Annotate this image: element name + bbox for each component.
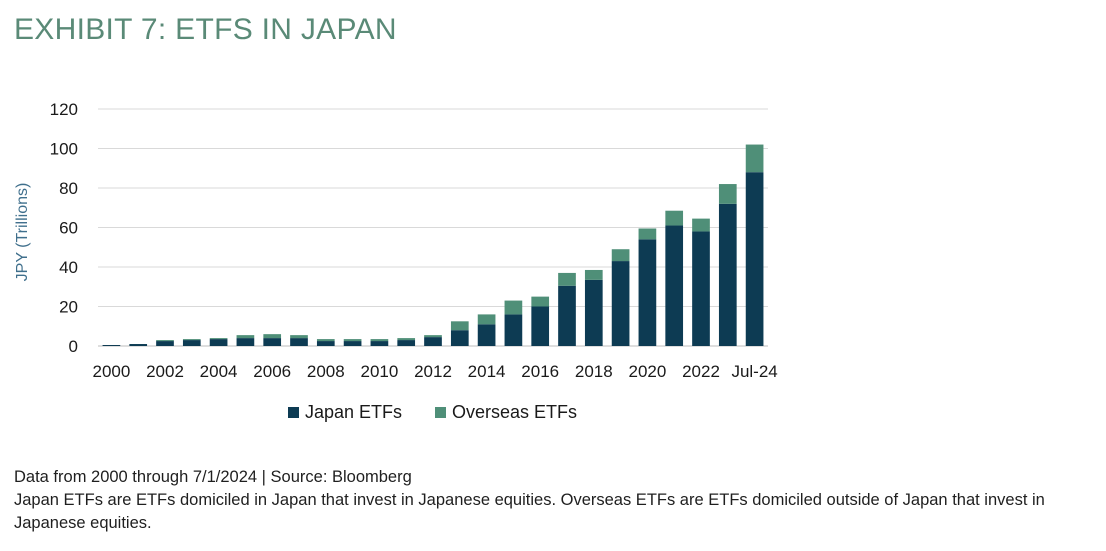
bar-japan-2023 <box>718 203 737 346</box>
bar-overseas-2015 <box>504 300 523 315</box>
bar-overseas-2008 <box>316 339 335 342</box>
bar-overseas-2018 <box>584 269 603 280</box>
bar-japan-2018 <box>584 279 603 346</box>
bar-japan-2014 <box>477 324 496 346</box>
gridlines <box>98 108 768 347</box>
bar-japan-2011 <box>397 340 416 346</box>
legend-swatch-japan <box>288 407 299 418</box>
bar-japan-2010 <box>370 341 389 346</box>
bar-japan-Jul-24 <box>745 172 764 346</box>
y-axis-label: JPY (Trillions) <box>14 183 31 282</box>
bar-overseas-2010 <box>370 339 389 342</box>
x-tick-label: Jul-24 <box>731 362 777 381</box>
x-tick-label: 2016 <box>521 362 559 381</box>
bar-japan-2013 <box>450 330 469 346</box>
x-tick-label: 2000 <box>92 362 130 381</box>
bar-japan-2000 <box>102 345 121 346</box>
x-tick-label: 2010 <box>360 362 398 381</box>
footnote: Data from 2000 through 7/1/2024 | Source… <box>14 466 1099 535</box>
legend-label-japan: Japan ETFs <box>305 402 402 422</box>
bar-overseas-2019 <box>611 249 630 262</box>
bars <box>102 144 764 346</box>
bar-overseas-2022 <box>692 218 710 232</box>
legend: Japan ETFs Overseas ETFs <box>288 402 577 422</box>
bar-japan-2017 <box>558 285 576 346</box>
x-tick-label: 2018 <box>575 362 613 381</box>
bar-overseas-2017 <box>558 272 576 286</box>
x-tick-label: 2002 <box>146 362 184 381</box>
y-tick-label: 120 <box>50 100 78 119</box>
y-tick-label: 60 <box>59 219 78 238</box>
bar-overseas-2023 <box>718 184 737 204</box>
bar-overseas-2009 <box>343 339 362 342</box>
x-tick-label: 2020 <box>628 362 666 381</box>
bar-overseas-2004 <box>209 338 228 340</box>
bar-overseas-2003 <box>182 339 201 341</box>
bar-japan-2004 <box>209 339 228 346</box>
bar-japan-2001 <box>129 344 148 346</box>
y-tick-label: 0 <box>69 337 78 356</box>
legend-label-overseas: Overseas ETFs <box>452 402 577 422</box>
y-tick-label: 20 <box>59 298 78 317</box>
x-tick-label: 2004 <box>200 362 238 381</box>
bar-overseas-2002 <box>156 340 174 342</box>
bar-overseas-2007 <box>290 335 308 339</box>
x-tick-label: 2014 <box>468 362 506 381</box>
bar-overseas-Jul-24 <box>745 144 764 173</box>
bar-overseas-2011 <box>397 338 416 341</box>
definition-note: Japan ETFs are ETFs domiciled in Japan t… <box>14 491 1045 532</box>
bar-japan-2007 <box>290 338 308 346</box>
bar-overseas-2012 <box>424 335 442 338</box>
bar-japan-2019 <box>611 261 630 346</box>
bar-japan-2012 <box>424 337 442 346</box>
x-tick-label: 2012 <box>414 362 452 381</box>
bar-japan-2006 <box>263 338 282 346</box>
y-tick-label: 40 <box>59 258 78 277</box>
bar-overseas-2016 <box>531 296 550 307</box>
bar-overseas-2006 <box>263 334 282 339</box>
bar-japan-2008 <box>316 341 335 346</box>
legend-swatch-overseas <box>435 407 446 418</box>
bar-overseas-2005 <box>236 335 255 339</box>
bar-overseas-2014 <box>477 314 496 325</box>
bar-overseas-2021 <box>665 210 684 226</box>
y-tick-label: 80 <box>59 179 78 198</box>
y-axis-ticks: 0 20 40 60 80 100 120 <box>50 100 78 356</box>
x-tick-label: 2008 <box>307 362 345 381</box>
bar-japan-2009 <box>343 341 362 346</box>
bar-japan-2016 <box>531 306 550 346</box>
bar-japan-2020 <box>638 239 657 346</box>
source-note: Data from 2000 through 7/1/2024 | Source… <box>14 468 412 486</box>
bar-japan-2021 <box>665 225 684 346</box>
x-tick-label: 2022 <box>682 362 720 381</box>
x-axis-ticks: 2000 2002 2004 2006 2008 2010 2012 2014 2016 2018… <box>92 362 777 381</box>
stacked-bar-chart: 0 20 40 60 80 100 120 2000 2002 2004 2006 2008 2010… <box>14 100 778 422</box>
bar-overseas-2013 <box>450 321 469 331</box>
bar-japan-2005 <box>236 338 255 346</box>
bar-japan-2015 <box>504 314 523 346</box>
bar-overseas-2020 <box>638 228 657 240</box>
bar-japan-2022 <box>692 231 710 346</box>
x-tick-label: 2006 <box>253 362 291 381</box>
bar-japan-2002 <box>156 341 174 346</box>
bar-japan-2003 <box>182 340 201 346</box>
page-title: EXHIBIT 7: ETFS IN JAPAN <box>14 13 397 46</box>
y-tick-label: 100 <box>50 140 78 159</box>
